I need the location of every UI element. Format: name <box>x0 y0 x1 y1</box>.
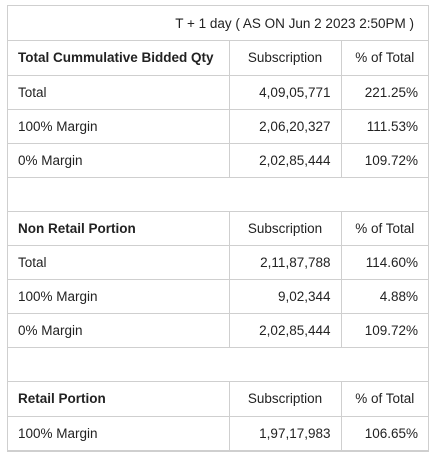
row-label: 0% Margin <box>8 143 230 178</box>
section-heading: Retail Portion <box>8 382 230 417</box>
percent-column-header: % of Total <box>341 211 428 246</box>
row-percent: 111.53% <box>341 109 428 144</box>
table-row: Total 2,11,87,788 114.60% <box>8 245 428 280</box>
section-retail: Retail Portion Subscription % of Total 1… <box>8 382 428 451</box>
table-row: 0% Margin 2,02,85,444 109.72% <box>8 143 428 178</box>
as-on-header: T + 1 day ( AS ON Jun 2 2023 2:50PM ) <box>8 6 428 41</box>
row-percent: 106.65% <box>341 416 428 451</box>
row-subscription: 2,02,85,444 <box>229 313 342 348</box>
table-row: 100% Margin 1,97,17,983 106.65% <box>8 416 428 451</box>
subscription-column-header: Subscription <box>229 211 342 246</box>
row-percent: 4.88% <box>341 279 428 314</box>
section-total-cumulative: Total Cummulative Bidded Qty Subscriptio… <box>8 41 428 178</box>
section-non-retail: Non Retail Portion Subscription % of Tot… <box>8 211 428 348</box>
row-label: 100% Margin <box>8 109 230 144</box>
row-subscription: 4,09,05,771 <box>229 75 342 110</box>
row-subscription: 2,02,85,444 <box>229 143 342 178</box>
row-percent: 114.60% <box>341 245 428 280</box>
table-row: Total 4,09,05,771 221.25% <box>8 75 428 110</box>
row-percent: 109.72% <box>341 313 428 348</box>
row-label: Total <box>8 75 230 110</box>
row-label: 100% Margin <box>8 416 230 451</box>
table-row: 100% Margin 9,02,344 4.88% <box>8 279 428 314</box>
subscription-status-table: T + 1 day ( AS ON Jun 2 2023 2:50PM ) To… <box>7 5 429 452</box>
subscription-column-header: Subscription <box>229 382 342 417</box>
section-heading: Total Cummulative Bidded Qty <box>8 41 230 76</box>
row-percent: 109.72% <box>341 143 428 178</box>
section-spacer <box>8 178 428 212</box>
section-header-row: Non Retail Portion Subscription % of Tot… <box>8 211 428 246</box>
as-on-title: T + 1 day ( AS ON Jun 2 2023 2:50PM ) <box>175 15 414 31</box>
row-subscription: 9,02,344 <box>229 279 342 314</box>
section-spacer <box>8 348 428 382</box>
row-label: 0% Margin <box>8 313 230 348</box>
section-header-row: Total Cummulative Bidded Qty Subscriptio… <box>8 41 428 76</box>
row-label: Total <box>8 245 230 280</box>
table-row: 0% Margin 2,02,85,444 109.72% <box>8 313 428 348</box>
row-percent: 221.25% <box>341 75 428 110</box>
row-subscription: 1,97,17,983 <box>229 416 342 451</box>
row-subscription: 2,06,20,327 <box>229 109 342 144</box>
row-label: 100% Margin <box>8 279 230 314</box>
percent-column-header: % of Total <box>341 41 428 76</box>
percent-column-header: % of Total <box>341 382 428 417</box>
section-header-row: Retail Portion Subscription % of Total <box>8 382 428 417</box>
row-subscription: 2,11,87,788 <box>229 245 342 280</box>
table-row: 100% Margin 2,06,20,327 111.53% <box>8 109 428 144</box>
subscription-column-header: Subscription <box>229 41 342 76</box>
section-heading: Non Retail Portion <box>8 211 230 246</box>
